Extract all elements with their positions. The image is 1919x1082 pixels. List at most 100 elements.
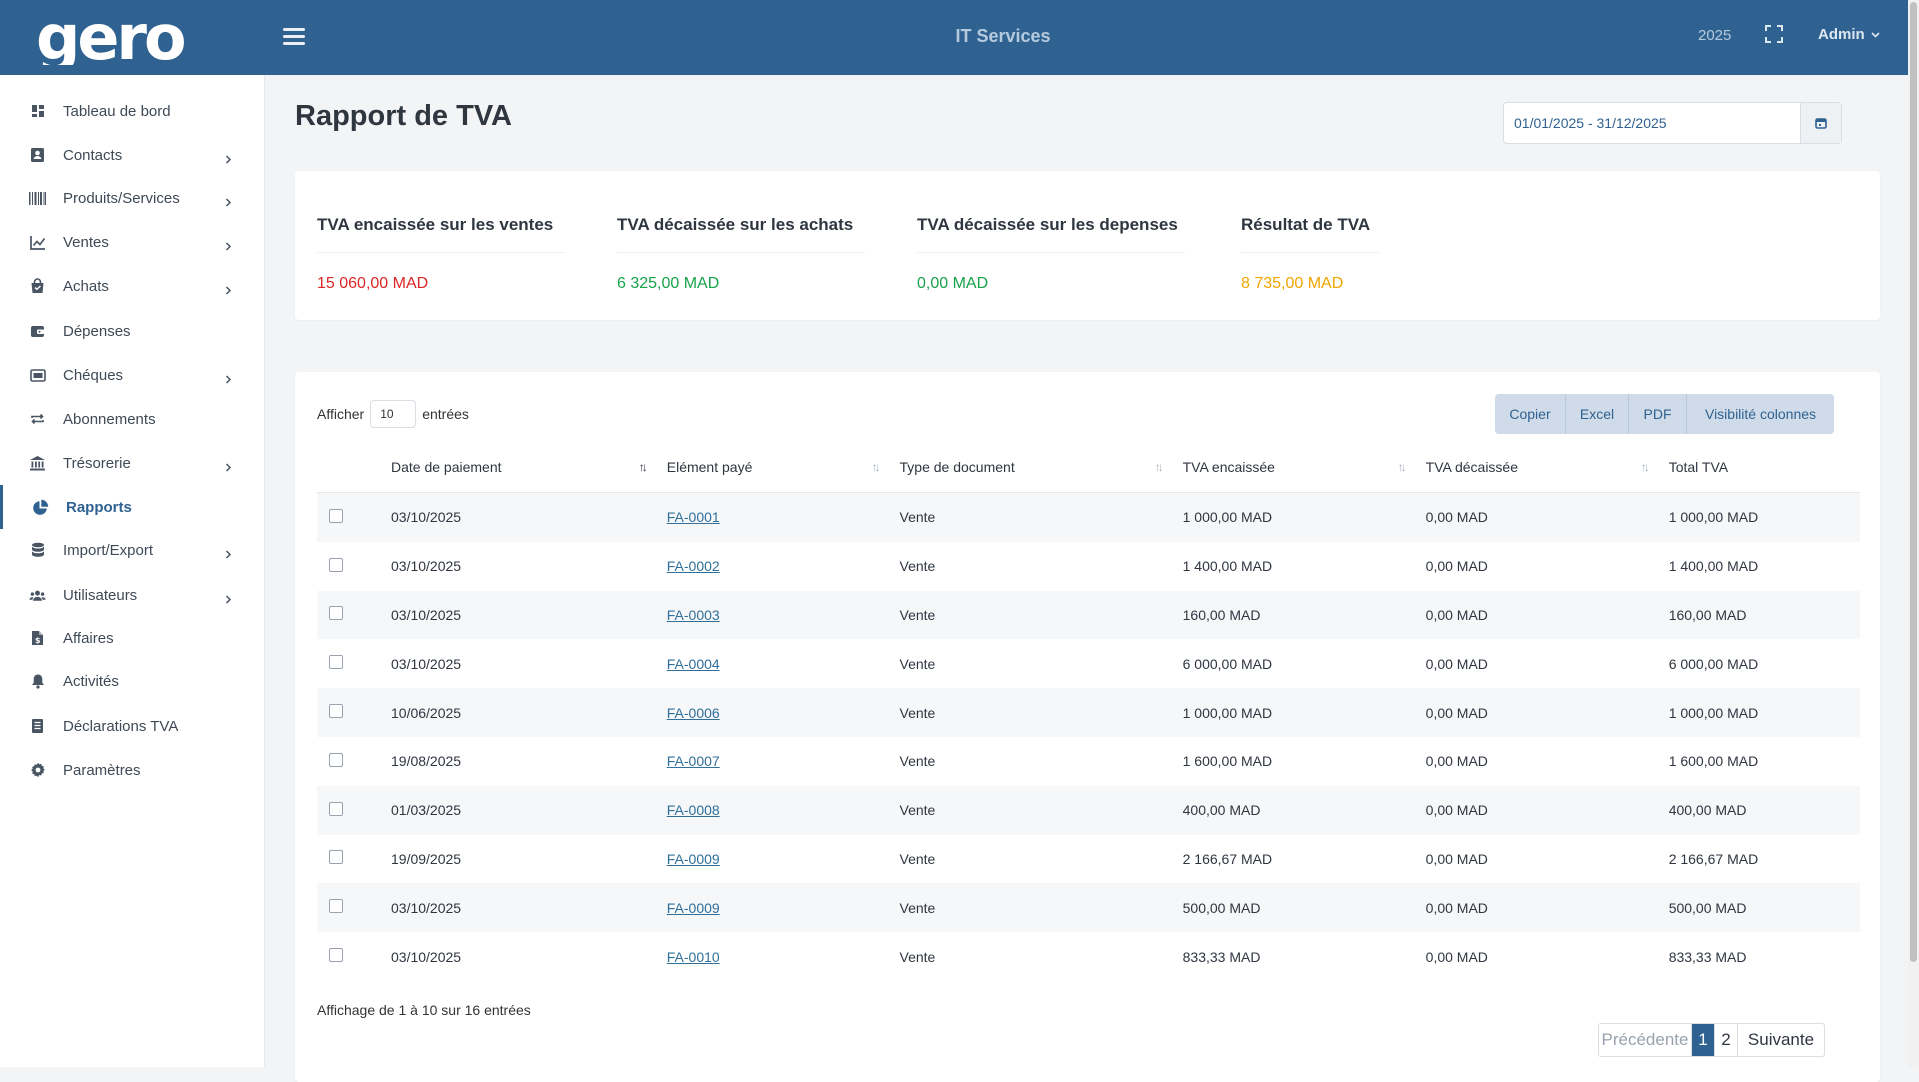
file-dollar-icon: $: [29, 630, 46, 647]
fiscal-year[interactable]: 2025: [1698, 27, 1732, 44]
sidebar-item-cheques[interactable]: Chéques: [0, 353, 264, 397]
sidebar-item-label: Paramètres: [63, 761, 141, 779]
sidebar-item-label: Contacts: [63, 146, 123, 164]
sidebar-item-import-export[interactable]: Import/Export: [0, 528, 264, 572]
sidebar-item-contacts[interactable]: Contacts: [0, 133, 264, 177]
cell-total: 1 400,00 MAD: [1668, 558, 1759, 575]
cell-encaissee: 400,00 MAD: [1170, 785, 1414, 835]
chevron-right-icon: [224, 238, 233, 251]
row-checkbox[interactable]: [329, 704, 343, 719]
sidebar-item-activites[interactable]: Activités: [0, 659, 264, 703]
page-length-select[interactable]: 10: [370, 400, 417, 428]
column-header-tva-encaissee[interactable]: TVA encaissée ↑↓: [1170, 442, 1414, 493]
table-row[interactable]: 03/10/2025 FA-0010 Vente 833,33 MAD 0,00 MAD…: [317, 932, 1860, 981]
row-checkbox[interactable]: [329, 850, 343, 865]
table-row[interactable]: 10/06/2025 FA-0006 Vente 1 000,00 MAD 0,00 M…: [317, 688, 1860, 737]
column-header-total-tva[interactable]: Total TVA: [1656, 442, 1860, 493]
cell-date: 03/10/2025: [379, 883, 655, 933]
chevron-right-icon: [224, 591, 233, 604]
fullscreen-icon[interactable]: [1765, 25, 1783, 43]
cell-element: FA-0007: [655, 737, 888, 786]
sidebar-item-tresorerie[interactable]: Trésorerie: [0, 441, 264, 485]
sidebar-item-declarations-tva[interactable]: Déclarations TVA: [0, 704, 264, 748]
sort-icon[interactable]: ↑↓: [638, 460, 648, 474]
document-link[interactable]: FA-0006: [666, 704, 720, 721]
document-link[interactable]: FA-0010: [666, 948, 720, 965]
cell-decaissee: 0,00 MAD: [1425, 655, 1488, 672]
gear-icon: [29, 762, 46, 779]
document-link[interactable]: FA-0004: [666, 655, 720, 672]
scrollbar-thumb[interactable]: [1910, 2, 1917, 962]
sidebar-item-label: Produits/Services: [63, 189, 180, 207]
document-link[interactable]: FA-0009: [666, 850, 720, 867]
sidebar-item-tableau-de-bord[interactable]: Tableau de bord: [0, 89, 264, 133]
row-checkbox[interactable]: [329, 948, 343, 963]
sidebar-item-ventes[interactable]: Ventes: [0, 220, 264, 264]
cell-element: FA-0002: [655, 542, 888, 591]
table-row[interactable]: 03/10/2025 FA-0003 Vente 160,00 MAD 0,00 MAD…: [317, 590, 1860, 640]
menu-toggle-icon[interactable]: [282, 25, 306, 47]
visibilite-colonnes-button[interactable]: Visibilité colonnes: [1687, 394, 1834, 434]
page-2-button[interactable]: 2: [1715, 1024, 1738, 1056]
sidebar-item-achats[interactable]: Achats: [0, 264, 264, 308]
calendar-button[interactable]: [1800, 103, 1841, 143]
row-checkbox[interactable]: [329, 899, 343, 914]
table-row[interactable]: 19/08/2025 FA-0007 Vente 1 600,00 MAD 0,00 M…: [317, 737, 1860, 786]
sidebar-item-label: Tableau de bord: [63, 102, 171, 120]
cell-decaissee: 0,00 MAD: [1425, 753, 1488, 770]
sidebar-item-utilisateurs[interactable]: Utilisateurs: [0, 573, 264, 617]
table-row[interactable]: 03/10/2025 FA-0002 Vente 1 400,00 MAD 0,00 M…: [317, 542, 1860, 591]
sidebar-item-parametres[interactable]: Paramètres: [0, 748, 264, 792]
table-row[interactable]: 03/10/2025 FA-0004 Vente 6 000,00 MAD 0,00 M…: [317, 639, 1860, 688]
copier-button[interactable]: Copier: [1495, 394, 1566, 434]
column-header-label: Elément payé: [666, 459, 753, 475]
document-link[interactable]: FA-0002: [666, 558, 720, 575]
row-checkbox[interactable]: [329, 801, 343, 816]
excel-button[interactable]: Excel: [1566, 394, 1629, 434]
table-row[interactable]: 01/03/2025 FA-0008 Vente 400,00 MAD 0,00 MAD…: [317, 785, 1860, 835]
page-1-button[interactable]: 1: [1692, 1024, 1715, 1056]
user-menu[interactable]: Admin: [1818, 26, 1880, 43]
column-header-label: TVA décaissée: [1425, 459, 1519, 475]
pdf-button[interactable]: PDF: [1629, 394, 1687, 434]
row-checkbox[interactable]: [329, 508, 343, 523]
sidebar-item-affaires[interactable]: $ Affaires: [0, 616, 264, 660]
cell-encaissee: 1 600,00 MAD: [1182, 753, 1273, 770]
sidebar-item-depenses[interactable]: Dépenses: [0, 309, 264, 353]
column-header-type-document[interactable]: Type de document ↑↓: [887, 442, 1171, 493]
date-range-picker[interactable]: [1503, 102, 1842, 144]
document-link[interactable]: FA-0001: [666, 509, 720, 526]
previous-page-button[interactable]: Précédente: [1599, 1024, 1692, 1056]
document-link[interactable]: FA-0009: [666, 899, 720, 916]
document-link[interactable]: FA-0008: [666, 802, 720, 819]
table-row[interactable]: 03/10/2025 FA-0009 Vente 500,00 MAD 0,00 MAD…: [317, 883, 1860, 933]
sort-icon[interactable]: ↑↓: [871, 460, 881, 474]
page-scrollbar[interactable]: [1908, 0, 1919, 1067]
cell-total: 160,00 MAD: [1656, 590, 1860, 640]
sort-icon[interactable]: ↑↓: [1640, 460, 1650, 474]
document-link[interactable]: FA-0007: [666, 753, 720, 770]
document-link[interactable]: FA-0003: [666, 606, 720, 623]
next-page-button[interactable]: Suivante: [1747, 1030, 1815, 1049]
sort-icon[interactable]: ↑↓: [1397, 460, 1407, 474]
summary-label: Résultat de TVA: [1241, 215, 1379, 253]
column-header-element-paye[interactable]: Elément payé ↑↓: [654, 442, 888, 493]
row-checkbox[interactable]: [329, 752, 343, 767]
column-header-tva-decaissee[interactable]: TVA décaissée ↑↓: [1413, 442, 1657, 493]
table-row[interactable]: 19/09/2025 FA-0009 Vente 2 166,67 MAD 0,00 M…: [317, 835, 1860, 884]
calendar-icon: [1815, 118, 1827, 129]
gero-logo[interactable]: gero: [36, 9, 232, 65]
row-checkbox[interactable]: [329, 606, 343, 621]
row-checkbox[interactable]: [329, 557, 343, 572]
cell-encaissee: 1 000,00 MAD: [1170, 688, 1414, 737]
row-checkbox[interactable]: [329, 655, 343, 670]
sidebar-item-abonnements[interactable]: Abonnements: [0, 397, 264, 441]
cell-total: 1 000,00 MAD: [1656, 492, 1860, 542]
sidebar-item-label: Ventes: [63, 233, 109, 251]
sidebar-item-rapports[interactable]: Rapports: [0, 485, 267, 529]
sort-icon[interactable]: ↑↓: [1154, 460, 1164, 474]
date-range-input[interactable]: [1504, 103, 1796, 143]
column-header-date-paiement[interactable]: Date de paiement ↑↓: [379, 442, 655, 493]
table-row[interactable]: 03/10/2025 FA-0001 Vente 1 000,00 MAD 0,00 M…: [317, 492, 1860, 542]
sidebar-item-produits-services[interactable]: Produits/Services: [0, 176, 264, 220]
